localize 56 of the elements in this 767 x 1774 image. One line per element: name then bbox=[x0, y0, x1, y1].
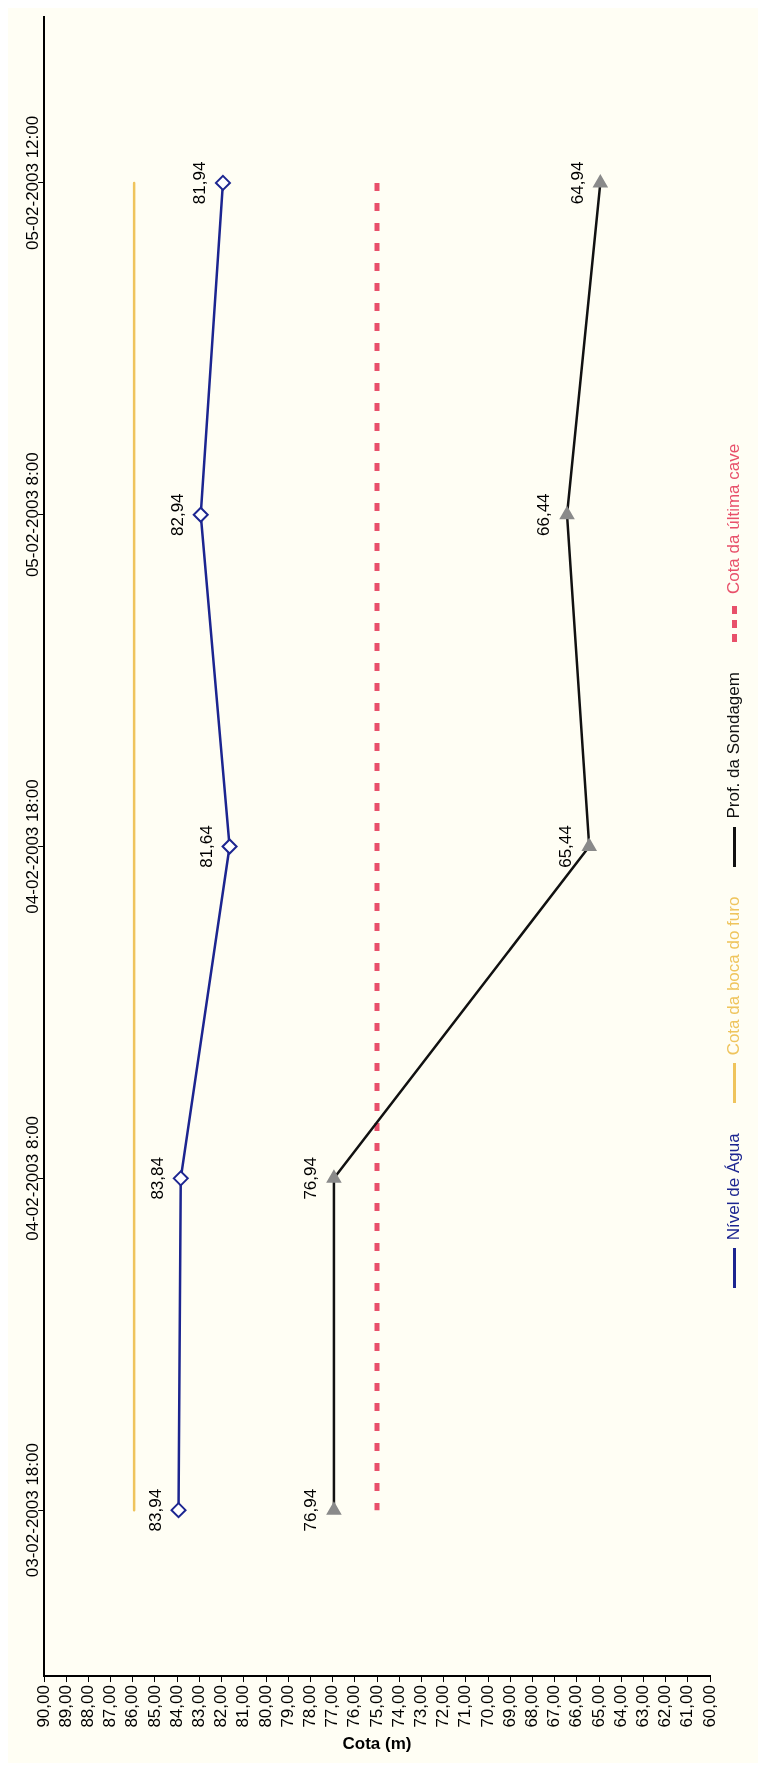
x-tick-label: 67,00 bbox=[544, 1685, 564, 1728]
x-tick-label: 73,00 bbox=[411, 1685, 431, 1728]
x-tick-label: 77,00 bbox=[322, 1685, 342, 1728]
x-tick-label: 63,00 bbox=[633, 1685, 653, 1728]
y-tick-label: 04-02-2003 18:00 bbox=[23, 779, 43, 914]
x-tick-label: 86,00 bbox=[122, 1685, 142, 1728]
data-label: 66,44 bbox=[534, 493, 554, 536]
y-tick-label: 03-02-2003 18:00 bbox=[23, 1443, 43, 1578]
y-tick-label: 05-02-2003 12:00 bbox=[23, 115, 43, 251]
y-tick-label: 05-02-2003 8:00 bbox=[23, 452, 43, 578]
x-tick-label: 74,00 bbox=[388, 1685, 408, 1728]
x-tick-label: 69,00 bbox=[499, 1685, 519, 1728]
data-label: 81,94 bbox=[190, 161, 210, 205]
data-label: 81,64 bbox=[196, 825, 216, 868]
x-tick-label: 80,00 bbox=[255, 1685, 275, 1728]
data-label: 76,94 bbox=[301, 1157, 321, 1200]
x-tick-label: 66,00 bbox=[566, 1685, 586, 1728]
x-tick-label: 81,00 bbox=[233, 1685, 253, 1728]
data-label: 82,94 bbox=[167, 493, 187, 536]
x-tick-label: 83,00 bbox=[189, 1685, 209, 1728]
text: Cota da última cave bbox=[724, 443, 744, 594]
data-label: 64,94 bbox=[567, 161, 587, 205]
point bbox=[170, 1502, 187, 1519]
x-tick-label: 84,00 bbox=[166, 1685, 186, 1728]
x-tick-label: 90,00 bbox=[33, 1685, 53, 1728]
x-tick-label: 76,00 bbox=[344, 1685, 364, 1728]
x-tick-label: 85,00 bbox=[144, 1685, 164, 1728]
x-tick-label: 65,00 bbox=[588, 1685, 608, 1728]
x-tick-label: 60,00 bbox=[699, 1685, 719, 1728]
x-tick-label: 68,00 bbox=[522, 1685, 542, 1728]
text: Cota da boca do furo bbox=[724, 896, 744, 1055]
data-label: 76,94 bbox=[301, 1488, 321, 1532]
x-tick-label: 78,00 bbox=[300, 1685, 320, 1728]
point bbox=[192, 506, 209, 523]
text: Nível de Água bbox=[724, 1132, 744, 1240]
x-tick-label: 87,00 bbox=[100, 1685, 120, 1728]
x-tick-label: 75,00 bbox=[366, 1685, 386, 1728]
x-tick-label: 72,00 bbox=[433, 1685, 453, 1728]
data-label: 65,44 bbox=[556, 825, 576, 868]
point bbox=[221, 838, 238, 855]
x-axis-title: Cota (m) bbox=[342, 1734, 412, 1754]
x-tick-label: 61,00 bbox=[677, 1685, 697, 1728]
x-tick-label: 70,00 bbox=[477, 1685, 497, 1728]
x-tick-label: 62,00 bbox=[655, 1685, 675, 1728]
data-label: 83,94 bbox=[145, 1488, 165, 1532]
x-tick-label: 88,00 bbox=[78, 1685, 98, 1728]
point bbox=[214, 174, 231, 191]
x-tick-label: 89,00 bbox=[55, 1685, 75, 1728]
x-tick-label: 64,00 bbox=[610, 1685, 630, 1728]
x-tick-label: 71,00 bbox=[455, 1685, 475, 1728]
text: Prof. da Sondagem bbox=[724, 671, 744, 819]
x-tick-label: 82,00 bbox=[211, 1685, 231, 1728]
point bbox=[172, 1170, 189, 1187]
y-tick-label: 04-02-2003 8:00 bbox=[23, 1115, 43, 1241]
data-label: 83,84 bbox=[147, 1157, 167, 1200]
x-tick-label: 79,00 bbox=[277, 1685, 297, 1728]
